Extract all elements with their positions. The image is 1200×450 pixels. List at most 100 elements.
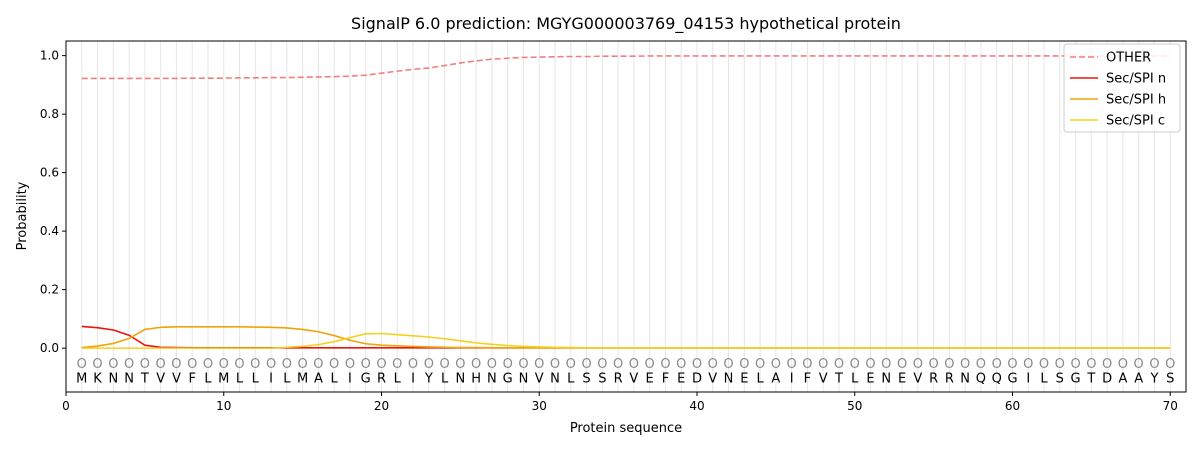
sequence-letter: I bbox=[411, 371, 415, 386]
prediction-letter: O bbox=[692, 357, 702, 372]
sequence-letter: L bbox=[331, 371, 339, 386]
sequence-letter: L bbox=[204, 371, 212, 386]
chart-title: SignalP 6.0 prediction: MGYG000003769_04… bbox=[351, 14, 901, 34]
prediction-letter: O bbox=[913, 357, 923, 372]
series-line bbox=[81, 325, 1171, 349]
prediction-letter: O bbox=[1055, 357, 1065, 372]
sequence-letter: S bbox=[582, 371, 590, 386]
sequence-letter: N bbox=[550, 371, 560, 386]
y-tick-label: 0.6 bbox=[40, 166, 59, 180]
prediction-letter: O bbox=[487, 357, 497, 372]
prediction-letter: O bbox=[187, 357, 197, 372]
sequence-letter: L bbox=[567, 371, 575, 386]
sequence-letter: L bbox=[283, 371, 291, 386]
sequence-letter: Q bbox=[976, 371, 986, 386]
prediction-letter: O bbox=[660, 357, 670, 372]
sequence-letter: A bbox=[1118, 371, 1127, 386]
prediction-letter: O bbox=[581, 357, 591, 372]
prediction-letter: O bbox=[676, 357, 686, 372]
position-gridlines bbox=[81, 41, 1171, 392]
prediction-letter: O bbox=[345, 357, 355, 372]
sequence-letter: G bbox=[1071, 371, 1081, 386]
series-line bbox=[81, 332, 1171, 349]
x-tick-label: 60 bbox=[1005, 399, 1020, 413]
sequence-letter: M bbox=[218, 371, 229, 386]
prediction-letter: O bbox=[361, 357, 371, 372]
sequence-letter: L bbox=[441, 371, 449, 386]
prediction-letter: O bbox=[219, 357, 229, 372]
x-axis-label: Protein sequence bbox=[570, 421, 682, 436]
prediction-letter: O bbox=[850, 357, 860, 372]
prediction-letter: O bbox=[124, 357, 134, 372]
legend-box bbox=[1063, 43, 1181, 133]
prediction-letter: O bbox=[992, 357, 1002, 372]
prediction-letter: O bbox=[1039, 357, 1049, 372]
x-axis-ticks: 0 10 20 30 40 50 60 70 bbox=[62, 392, 1178, 413]
sequence-letter: I bbox=[790, 371, 794, 386]
prediction-letter: O bbox=[613, 357, 623, 372]
prediction-letter: O bbox=[234, 357, 244, 372]
legend-label: Sec/SPI c bbox=[1106, 114, 1165, 129]
prediction-letter: O bbox=[108, 357, 118, 372]
sequence-letter: V bbox=[629, 371, 638, 386]
prediction-letter: O bbox=[392, 357, 402, 372]
prediction-letter: O bbox=[1118, 357, 1128, 372]
prediction-letter: O bbox=[92, 357, 102, 372]
sequence-letter: F bbox=[804, 371, 811, 386]
prediction-letter: O bbox=[1086, 357, 1096, 372]
prediction-letter: O bbox=[834, 357, 844, 372]
prediction-letter: O bbox=[787, 357, 797, 372]
prediction-letter: O bbox=[629, 357, 639, 372]
sequence-letter: A bbox=[771, 371, 780, 386]
sequence-letter: E bbox=[898, 371, 906, 386]
plot-frame bbox=[65, 40, 1187, 393]
prediction-letter: O bbox=[1165, 357, 1175, 372]
prediction-letter: O bbox=[266, 357, 276, 372]
prediction-letter: O bbox=[518, 357, 528, 372]
prediction-letter: O bbox=[723, 357, 733, 372]
prediction-letter: O bbox=[802, 357, 812, 372]
prediction-letter: O bbox=[1149, 357, 1159, 372]
sequence-letter: N bbox=[108, 371, 118, 386]
y-axis-label: Probability bbox=[15, 181, 30, 250]
prediction-letter: O bbox=[171, 357, 181, 372]
sequence-letter: N bbox=[487, 371, 497, 386]
sequence-letter: M bbox=[297, 371, 308, 386]
sequence-letter: D bbox=[1102, 371, 1112, 386]
prediction-letter: O bbox=[424, 357, 434, 372]
prediction-letter: O bbox=[976, 357, 986, 372]
x-tick-label: 70 bbox=[1163, 399, 1178, 413]
sequence-letter: R bbox=[377, 371, 386, 386]
prediction-letter: O bbox=[550, 357, 560, 372]
prediction-letter: O bbox=[566, 357, 576, 372]
sequence-letter: R bbox=[945, 371, 954, 386]
y-tick-label: 1.0 bbox=[40, 49, 59, 63]
prediction-letter: O bbox=[439, 357, 449, 372]
prediction-letter: O bbox=[1102, 357, 1112, 372]
prediction-letter: O bbox=[818, 357, 828, 372]
prediction-letter: O bbox=[140, 357, 150, 372]
x-tick-label: 50 bbox=[847, 399, 862, 413]
prediction-letter: O bbox=[156, 357, 166, 372]
prediction-letter: O bbox=[645, 357, 655, 372]
x-tick-label: 20 bbox=[374, 399, 389, 413]
prediction-letter: O bbox=[944, 357, 954, 372]
probability-lines bbox=[81, 55, 1171, 349]
sequence-letter: S bbox=[1056, 371, 1064, 386]
x-tick-label: 10 bbox=[216, 399, 231, 413]
prediction-letter: O bbox=[739, 357, 749, 372]
sequence-letter: R bbox=[614, 371, 623, 386]
prediction-letter: O bbox=[928, 357, 938, 372]
prediction-letter: O bbox=[376, 357, 386, 372]
sequence-letter: G bbox=[361, 371, 371, 386]
prediction-letter: O bbox=[865, 357, 875, 372]
sequence-letter: A bbox=[1134, 371, 1143, 386]
sequence-letter: L bbox=[756, 371, 764, 386]
prediction-letter: O bbox=[455, 357, 465, 372]
prediction-letter: O bbox=[534, 357, 544, 372]
legend-label: OTHER bbox=[1106, 51, 1151, 66]
prediction-letter: O bbox=[881, 357, 891, 372]
prediction-letter: O bbox=[313, 357, 323, 372]
